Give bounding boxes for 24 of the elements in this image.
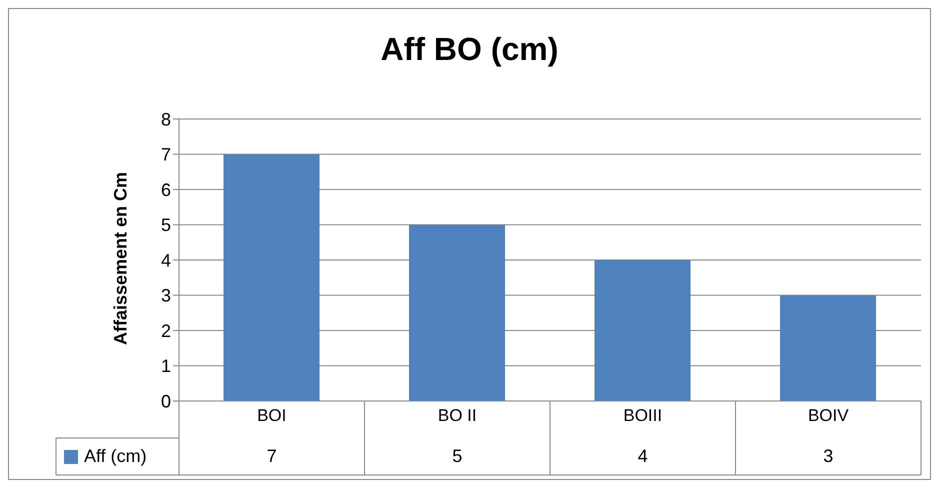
y-tick-label: 1 <box>160 356 171 376</box>
x-tick-label: BO II <box>438 406 477 426</box>
y-tick-label: 5 <box>160 215 171 236</box>
y-tick-label: 2 <box>160 320 171 341</box>
y-tick-label: 3 <box>160 286 171 306</box>
y-tick-label: 0 <box>160 391 171 412</box>
x-tick-label: BOI <box>257 406 286 426</box>
chart-title: Aff BO (cm) <box>380 31 560 68</box>
x-tick-label: BOIII <box>623 406 662 426</box>
bar <box>780 295 876 401</box>
data-label: 4 <box>636 446 649 467</box>
data-label: 3 <box>822 446 834 467</box>
legend-label: Aff (cm) <box>84 446 147 467</box>
bar <box>594 260 691 401</box>
y-tick-label: 8 <box>160 109 171 130</box>
y-tick-label: 7 <box>160 144 171 165</box>
y-axis-title: Affaissement en Cm <box>110 170 132 348</box>
y-tick-label: 6 <box>160 180 171 200</box>
x-tick-label: BOIV <box>808 406 850 426</box>
data-label: 5 <box>451 446 464 467</box>
bar <box>224 154 320 401</box>
bar <box>409 224 506 401</box>
y-tick-label: 4 <box>160 250 171 270</box>
data-label: 7 <box>266 446 278 467</box>
